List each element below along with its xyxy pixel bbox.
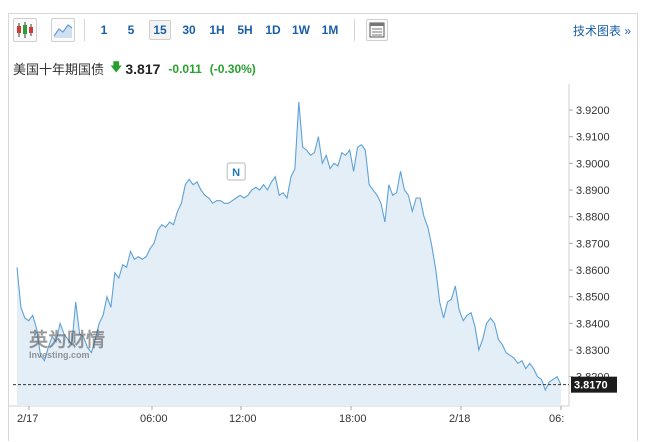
x-tick-label: 06: — [549, 413, 564, 425]
x-tick-label: 06:00 — [140, 413, 168, 425]
timeframe-1d[interactable]: 1D — [265, 23, 281, 37]
table-icon[interactable] — [366, 19, 388, 41]
watermark-logo: 英为财情 — [29, 328, 105, 351]
last-price: 3.817 — [125, 60, 161, 77]
chart-widget: 1 5 15 30 1H 5H 1D 1W 1M 技术图表 » 美国十年期国债 🡇… — [8, 13, 638, 441]
y-tick-label: 3.9200 — [576, 105, 610, 117]
y-tick-label: 3.8700 — [576, 238, 610, 250]
y-tick-label: 3.8600 — [576, 265, 610, 277]
timeframe-1m[interactable]: 1M — [321, 23, 339, 37]
y-tick-label: 3.8500 — [576, 292, 610, 304]
x-tick-label: 12:00 — [229, 413, 257, 425]
price-change-percent: (-0.30%) — [209, 61, 256, 76]
down-arrow-icon: 🡇 — [110, 60, 123, 74]
news-marker: N — [232, 167, 240, 179]
timeframe-1h[interactable]: 1H — [209, 23, 225, 37]
advanced-chart-link[interactable]: 技术图表 » — [572, 24, 631, 38]
x-tick-label: 2/17 — [17, 413, 38, 425]
timeframe-1w[interactable]: 1W — [292, 23, 310, 37]
news-marker-box — [226, 162, 246, 181]
y-tick-label: 3.8400 — [576, 318, 610, 330]
price-change: -0.011 — [168, 61, 202, 76]
y-tick-label: 3.8900 — [576, 185, 610, 197]
y-tick-label: 3.9100 — [576, 132, 610, 144]
x-tick-label: 18:00 — [339, 413, 367, 425]
timeframe-5h[interactable]: 5H — [237, 23, 253, 37]
timeframe-30[interactable]: 30 — [182, 23, 196, 37]
price-chart[interactable]: 3.9200 3.9100 3.9000 3.8900 3.8800 3.8700 3.86… — [9, 14, 637, 442]
current-price-label: 3.8170 — [574, 380, 608, 392]
series-line — [16, 101, 562, 392]
candlestick-icon[interactable] — [13, 18, 37, 42]
instrument-name: 美国十年期国债 — [13, 62, 105, 77]
chart-toolbar: 1 5 15 30 1H 5H 1D 1W 1M 技术图表 » — [9, 14, 637, 46]
area-chart-icon[interactable] — [51, 18, 75, 42]
timeframe-1[interactable]: 1 — [100, 23, 108, 37]
timeframe-5[interactable]: 5 — [127, 23, 135, 37]
toolbar-divider — [84, 19, 85, 41]
y-tick-label: 3.9000 — [576, 158, 610, 170]
watermark-sub: Investing.com — [29, 350, 90, 360]
timeframe-15[interactable]: 15 — [149, 20, 171, 40]
x-tick-label: 2/18 — [449, 413, 470, 425]
toolbar-divider — [354, 19, 355, 41]
current-price-label-bg — [571, 376, 617, 393]
quote-bar: 美国十年期国债 🡇 3.817 -0.011 (-0.30%) — [13, 58, 256, 77]
series-area-fill — [17, 102, 561, 406]
y-tick-label: 3.8300 — [576, 345, 610, 357]
y-tick-label: 3.8800 — [576, 212, 610, 224]
